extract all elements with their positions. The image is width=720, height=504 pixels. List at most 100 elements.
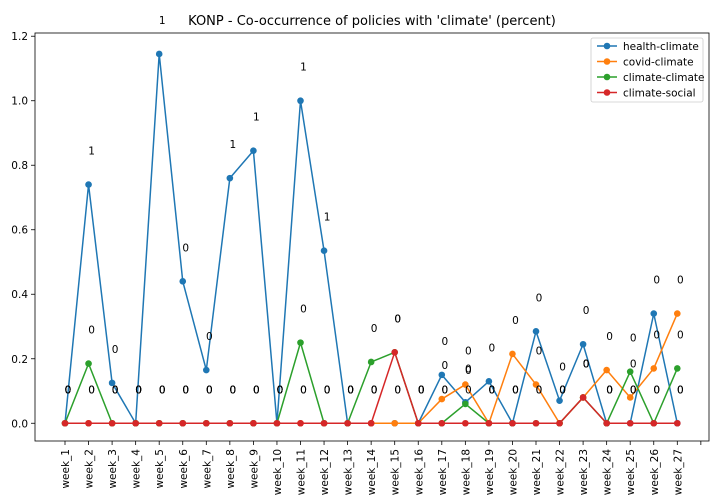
data-label: 0 xyxy=(489,342,496,354)
data-point xyxy=(462,400,469,408)
legend: health-climate covid-climate climate-clima… xyxy=(590,37,704,103)
data-point xyxy=(250,419,257,427)
data-label: 0 xyxy=(559,384,566,396)
y-tick-label: 0.2 xyxy=(11,354,28,366)
data-point xyxy=(674,365,681,372)
data-label: 1 xyxy=(159,15,166,27)
data-point xyxy=(532,419,540,427)
data-point xyxy=(650,310,658,317)
x-tick-label: week_27 xyxy=(672,449,684,495)
data-point xyxy=(438,371,446,379)
data-label: 0 xyxy=(441,336,448,348)
data-label: 0 xyxy=(371,384,378,396)
data-label: 0 xyxy=(324,384,331,396)
data-point xyxy=(155,50,163,58)
data-label: 0 xyxy=(441,360,448,372)
series-layer xyxy=(61,50,681,427)
x-tick-label: week_23 xyxy=(578,449,590,495)
data-point xyxy=(603,366,610,374)
data-label: 0 xyxy=(630,333,637,345)
data-point xyxy=(579,340,587,348)
data-label: 0 xyxy=(630,358,637,370)
plot-frame xyxy=(34,32,710,442)
data-label: 0 xyxy=(465,346,472,358)
data-label: 0 xyxy=(489,384,496,396)
x-tick-label: week_24 xyxy=(602,449,614,496)
data-point xyxy=(367,419,375,427)
x-tick-label: week_26 xyxy=(649,449,661,496)
y-axis: 0.0 0.2 0.4 0.6 0.8 1.0 1.2 xyxy=(11,31,35,430)
x-tick-label: week_5 xyxy=(154,449,166,489)
data-label: 0 xyxy=(159,384,166,396)
data-point xyxy=(485,419,493,427)
data-label: 0 xyxy=(159,384,166,396)
data-label: 0 xyxy=(135,384,142,396)
data-point xyxy=(532,381,540,388)
data-label: 0 xyxy=(253,384,260,396)
data-label: 0 xyxy=(441,384,448,396)
x-tick-label: week_13 xyxy=(343,449,355,495)
x-tick-label: week_15 xyxy=(390,449,402,495)
data-label: 0 xyxy=(88,325,95,337)
x-axis: week_1 week_2 week_3 week_4 week_5 week_6 week… xyxy=(60,441,702,496)
data-label: 0 xyxy=(65,384,72,396)
data-point xyxy=(485,378,493,385)
data-label: 0 xyxy=(559,384,566,396)
data-label: 0 xyxy=(536,384,543,396)
data-label: 0 xyxy=(583,305,590,317)
data-point xyxy=(297,419,304,427)
data-point xyxy=(108,379,116,387)
data-label: 0 xyxy=(88,384,95,396)
data-label: 0 xyxy=(347,384,354,396)
data-point xyxy=(674,419,681,427)
data-label: 0 xyxy=(159,384,166,396)
data-label: 0 xyxy=(230,384,237,396)
x-tick-label: week_14 xyxy=(366,449,378,496)
legend-box xyxy=(590,37,704,103)
data-label: 0 xyxy=(559,384,566,396)
data-label: 0 xyxy=(277,384,284,396)
data-point xyxy=(509,350,516,358)
data-point xyxy=(320,247,328,255)
data-label: 0 xyxy=(418,384,425,396)
data-point xyxy=(61,419,69,427)
x-tick-label: week_19 xyxy=(484,449,496,495)
data-point xyxy=(297,339,304,346)
x-tick-label: week_9 xyxy=(248,449,260,489)
data-label: 0 xyxy=(135,384,142,396)
data-label: 0 xyxy=(512,384,519,396)
data-point xyxy=(532,328,540,335)
data-point xyxy=(391,349,399,356)
data-label: 0 xyxy=(512,384,519,396)
data-label: 0 xyxy=(394,313,401,325)
data-label: 0 xyxy=(606,384,613,396)
data-label: 0 xyxy=(677,384,684,396)
x-tick-label: week_25 xyxy=(625,449,637,495)
legend-item: climate-climate xyxy=(597,72,704,84)
data-label: 1 xyxy=(324,212,331,224)
x-tick-label: week_6 xyxy=(178,449,190,489)
x-tick-label: week_20 xyxy=(507,449,519,495)
x-tick-label: week_22 xyxy=(555,449,567,495)
x-tick-label: week_11 xyxy=(296,449,308,495)
data-label: 0 xyxy=(653,384,660,396)
data-label: 0 xyxy=(489,384,496,396)
data-label: 0 xyxy=(206,384,213,396)
data-label: 0 xyxy=(112,384,119,396)
legend-item: covid-climate xyxy=(597,57,694,69)
data-label: 0 xyxy=(206,331,213,343)
series-climate-climate xyxy=(61,339,681,427)
data-label: 0 xyxy=(536,384,543,396)
data-label: 0 xyxy=(253,384,260,396)
data-label: 1 xyxy=(253,112,260,124)
data-label: 0 xyxy=(465,365,472,377)
data-label: 0 xyxy=(559,362,566,374)
data-point xyxy=(250,147,257,155)
x-tick-label: week_17 xyxy=(437,449,449,495)
x-tick-label: week_2 xyxy=(84,449,96,489)
y-tick-label: 1.2 xyxy=(11,31,28,43)
data-point xyxy=(509,419,516,427)
legend-label: health-climate xyxy=(623,41,699,53)
legend-marker xyxy=(603,58,611,65)
data-label: 0 xyxy=(206,384,213,396)
